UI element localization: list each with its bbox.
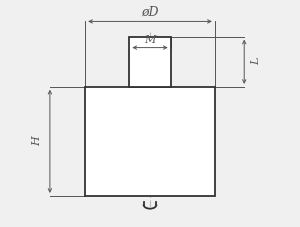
Text: øD: øD (141, 5, 159, 18)
Text: H: H (32, 136, 43, 146)
Bar (85, 87, 215, 196)
Text: L: L (252, 58, 262, 65)
Text: M: M (144, 35, 156, 45)
Bar (129, 37, 171, 87)
